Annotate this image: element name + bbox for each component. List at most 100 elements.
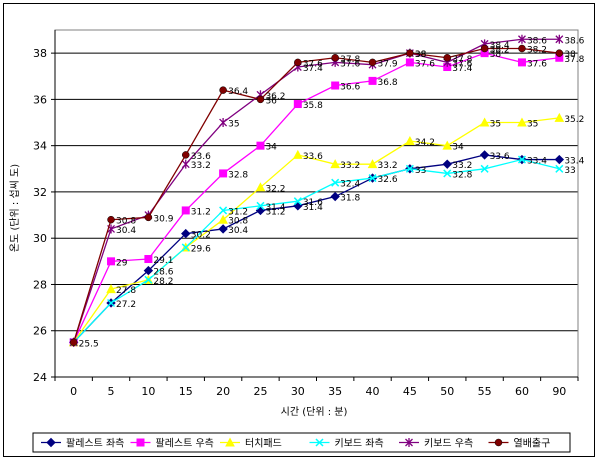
data-label: 36.6 [340, 83, 360, 93]
data-point [330, 191, 340, 202]
data-label: 38.2 [527, 46, 547, 56]
data-label: 33 [415, 166, 426, 176]
data-label: 31.2 [265, 207, 285, 217]
legend-label: 팔레스트 좌측 [66, 438, 124, 450]
data-label: 28.6 [153, 268, 173, 278]
data-label: 34 [452, 143, 464, 153]
y-tick-label: 32 [33, 186, 47, 199]
data-label: 38.6 [527, 36, 547, 46]
series-line [73, 158, 560, 343]
data-label: 37.6 [527, 59, 547, 69]
data-label: 38 [564, 50, 576, 60]
data-point [331, 81, 340, 90]
data-label: 38.6 [564, 36, 584, 46]
x-tick-label: 60 [515, 385, 529, 398]
data-point [107, 215, 115, 224]
data-label: 31.4 [303, 203, 323, 213]
data-point [219, 169, 228, 178]
data-label: 38.2 [490, 46, 510, 56]
data-label: 37.6 [415, 59, 435, 69]
data-point [479, 117, 490, 127]
data-point [555, 164, 564, 173]
x-tick-label: 0 [70, 385, 77, 398]
data-point [218, 214, 228, 224]
data-label: 31.2 [228, 207, 248, 217]
data-label: 31.8 [340, 194, 360, 204]
data-label: 32.6 [378, 175, 398, 185]
data-label: 37.8 [340, 55, 360, 65]
gridlines [55, 52, 578, 332]
data-label: 32.2 [265, 184, 285, 194]
data-label: 31.4 [265, 203, 285, 213]
y-axis-label: 온도 (단위 : 섭씨 도) [8, 164, 21, 252]
data-label: 33.2 [191, 161, 211, 171]
data-point [294, 58, 302, 67]
data-label: 35.2 [564, 115, 584, 125]
data-point [368, 58, 377, 67]
legend-marker [136, 438, 145, 447]
y-tick-label: 24 [33, 371, 47, 384]
legend-box [32, 432, 571, 453]
data-point [144, 213, 153, 222]
data-point [219, 86, 227, 94]
data-point [479, 150, 490, 160]
data-label: 33.4 [527, 157, 547, 167]
data-label: 31.6 [303, 198, 323, 208]
data-label: 37.8 [452, 55, 472, 65]
data-point [443, 169, 452, 178]
data-point [330, 159, 341, 169]
data-point [331, 178, 340, 187]
data-label: 33.2 [452, 161, 472, 171]
series-line [73, 154, 560, 343]
data-point [331, 54, 339, 62]
data-point [143, 265, 154, 276]
data-label: 28.2 [153, 277, 173, 287]
data-label: 35 [490, 120, 501, 130]
data-point [293, 100, 302, 109]
data-label: 32.8 [452, 170, 472, 180]
x-tick-label: 5 [108, 385, 115, 398]
data-point [293, 197, 302, 206]
data-label: 29.6 [191, 244, 211, 254]
data-label: 36.8 [378, 78, 398, 88]
data-point [107, 257, 116, 266]
data-point [405, 135, 415, 146]
data-label: 33.4 [564, 157, 584, 167]
legend-marker [494, 438, 503, 447]
legend-item: 터치패드 [220, 437, 282, 450]
data-point [480, 44, 489, 53]
x-tick-label: 90 [552, 385, 566, 398]
data-label: 30.9 [153, 214, 173, 224]
data-point [182, 151, 190, 159]
data-point [406, 49, 414, 57]
data-label: 37.4 [303, 64, 323, 74]
data-label: 30.8 [228, 217, 248, 227]
series-1 [68, 150, 565, 348]
data-label: 31.2 [191, 207, 211, 217]
series-group [68, 34, 565, 348]
y-tick-label: 36 [33, 93, 47, 106]
series-line [73, 38, 560, 343]
data-label: 37.6 [303, 59, 323, 69]
data-label: 36.4 [228, 87, 248, 97]
data-point [144, 275, 153, 284]
legend-label: 팔레스트 우측 [156, 438, 214, 450]
data-label: 36.2 [265, 92, 285, 102]
series-6 [69, 44, 564, 347]
data-point [443, 54, 451, 62]
legend-label: 터치패드 [245, 438, 282, 450]
legend-marker [315, 438, 324, 447]
data-point [181, 159, 190, 169]
legend-marker [405, 438, 413, 447]
data-label: 33.6 [191, 152, 211, 162]
data-label: 37.8 [564, 55, 584, 65]
legend-item: 열배출구 [488, 438, 550, 450]
series-line [73, 47, 560, 343]
data-point [256, 141, 265, 150]
chart-frame [3, 3, 595, 457]
data-point [69, 338, 78, 347]
data-point [218, 224, 228, 234]
y-tick-label: 38 [33, 47, 47, 60]
data-point [517, 117, 527, 127]
data-point [181, 243, 190, 252]
